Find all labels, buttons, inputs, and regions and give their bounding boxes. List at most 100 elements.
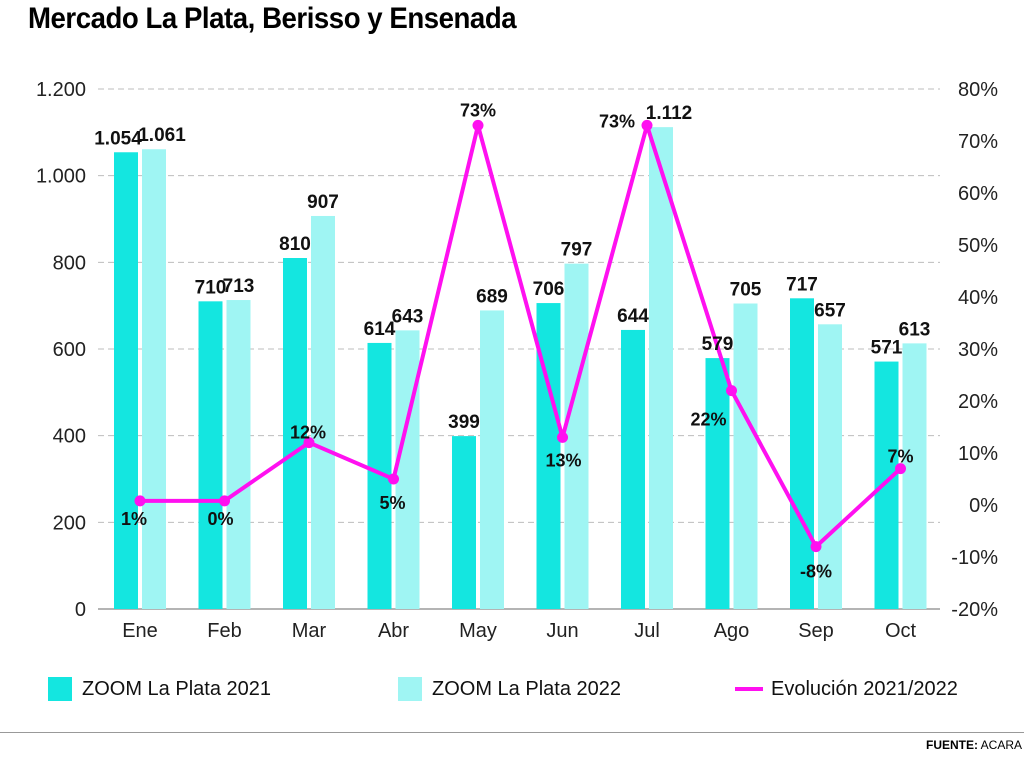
bar-value-label-2021: 810 [279,234,311,255]
bar-2022 [142,149,166,609]
bar-2021 [452,436,476,609]
legend-item-2021: ZOOM La Plata 2021 [48,676,271,702]
bar-value-label-2021: 399 [448,412,480,433]
source-label: FUENTE: [925,738,978,752]
y-right-tick-label: 70% [958,131,998,153]
x-tick-label: Mar [292,620,327,642]
x-tick-label: Feb [207,620,241,642]
evolution-line [140,123,902,549]
y-left-tick-label: 1.200 [36,79,86,101]
evolution-point [895,463,906,475]
y-right-tick-label: -20% [951,599,998,621]
bar-2022 [311,215,335,609]
y-left-tick-label: 800 [53,252,86,274]
y-right-tick-label: 80% [958,79,998,101]
evolution-point [219,495,230,507]
evolution-point [134,495,146,507]
legend-label-2022: ZOOM La Plata 2022 [432,677,621,700]
footer-rule [0,732,1024,733]
legend-line-evolution [735,687,763,691]
y-right-tick-label: 0% [969,495,998,517]
legend-item-evolution: Evolución 2021/2022 [735,676,958,702]
evolution-point [641,119,653,131]
bar-value-label-2022: 713 [223,276,255,297]
evolution-value-label: 5% [379,493,405,513]
bar-value-label-2022: 1.061 [138,125,186,146]
y-right-tick-label: 60% [958,183,998,205]
legend-swatch-2022 [398,677,422,701]
bar-value-label-2022: 689 [476,286,508,307]
bar-2021 [874,361,899,609]
bar-2022 [733,303,758,609]
source-value: ACARA [980,738,1022,752]
bar-value-label-2021: 614 [364,319,396,340]
bar-value-label-2022: 907 [307,192,339,213]
combo-chart: 0 200 400 600 800 1.000 1.200 -20% -10% 0% 10% 20% 3… [36,79,998,642]
evolution-value-label: 22% [690,410,726,430]
y-left-tick-label: 600 [53,339,86,361]
bar-2022 [564,263,589,609]
x-tick-label: Ene [122,620,158,642]
evolution-point [726,385,737,397]
x-tick-label: Jul [634,620,660,642]
evolution-point [810,541,822,553]
x-tick-label: Jun [546,620,578,642]
x-tick-label: Oct [885,620,917,642]
y-right-tick-label: 20% [958,391,998,413]
bar-value-label-2022: 643 [392,306,424,327]
bar-value-label-2021: 571 [871,338,903,359]
bar-2022 [902,343,927,609]
bar-value-label-2021: 710 [195,277,227,298]
evolution-point [472,119,484,131]
bar-2022 [480,310,504,609]
bar-value-label-2022: 1.112 [646,103,693,124]
bar-2022 [649,127,673,609]
y-right-tick-label: 10% [958,443,998,465]
source-credit: FUENTE: ACARA [926,738,1022,752]
x-tick-label: Ago [714,620,750,642]
y-right-tick-label: 40% [958,287,998,309]
bar-value-label-2022: 613 [899,319,931,340]
evolution-point [303,437,315,449]
evolution-value-label: 0% [207,509,233,529]
bar-value-label-2022: 797 [561,240,593,261]
y-right-tick-label: -10% [951,547,998,569]
evolution-point [388,473,399,485]
evolution-value-label: 7% [887,447,913,467]
bar-value-label-2022: 705 [730,280,762,301]
bar-2022 [395,330,420,609]
evolution-value-label: 73% [460,100,496,120]
bar-2021 [621,329,645,609]
legend-label-2021: ZOOM La Plata 2021 [82,677,271,700]
y-left-tick-label: 0 [75,599,86,621]
bar-value-label-2021: 644 [617,306,649,327]
chart-title: Mercado La Plata, Berisso y Ensenada [28,2,517,35]
y-right-tick-label: 30% [958,339,998,361]
evolution-value-label: 13% [545,450,581,470]
evolution-value-label: 73% [599,111,635,131]
y-left-tick-label: 400 [53,426,86,448]
x-tick-label: May [459,620,497,642]
y-left-tick-label: 200 [53,512,86,534]
bar-value-label-2022: 657 [814,300,846,321]
bar-2021 [114,152,138,609]
evolution-point [557,431,568,443]
y-left-tick-label: 1.000 [36,166,86,188]
x-tick-label: Abr [378,620,409,642]
evolution-value-label: 12% [290,423,326,443]
bar-2021 [283,258,307,609]
evolution-value-label: 1% [121,509,147,529]
bar-2022 [226,300,251,609]
bar-value-label-2021: 1.054 [94,128,142,149]
bar-2021 [790,298,814,609]
bar-2022 [818,324,842,609]
evolution-value-label: -8% [800,562,832,582]
legend-label-evolution: Evolución 2021/2022 [771,677,958,700]
x-tick-label: Sep [798,620,834,642]
bar-2021 [705,358,730,609]
bar-value-label-2021: 717 [786,274,818,295]
bar-value-label-2021: 706 [533,279,565,300]
y-right-tick-label: 50% [958,235,998,257]
bar-value-label-2021: 579 [702,334,734,355]
legend-swatch-2021 [48,677,72,701]
